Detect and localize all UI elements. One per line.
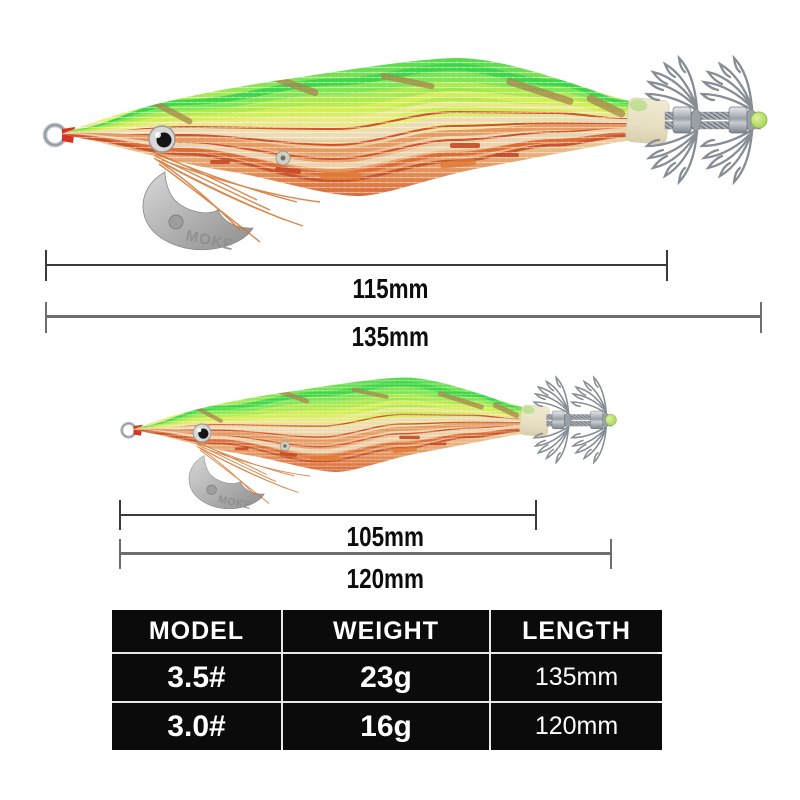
spec-table-header-weight: WEIGHT <box>283 610 489 652</box>
dimension-label: 115mm <box>352 273 428 304</box>
dimension-line <box>120 514 537 516</box>
spec-cell-weight: 16g <box>283 703 489 750</box>
spec-cell-weight: 23g <box>283 654 489 701</box>
spec-table: MODEL WEIGHT LENGTH 3.5# 23g 135mm 3.0# … <box>112 610 662 750</box>
dimension-label: 135mm <box>351 321 429 352</box>
squid-jig-small <box>115 372 616 512</box>
dimension-tick <box>535 500 537 530</box>
dimension-tick <box>119 539 121 569</box>
dimension-tick <box>119 500 121 530</box>
dimension-line <box>46 315 762 318</box>
spec-table-header-length: LENGTH <box>491 610 662 652</box>
dimension-tick <box>666 250 668 281</box>
dimension-tick <box>45 302 47 333</box>
dimension-tick <box>45 250 47 281</box>
spec-cell-model: 3.5# <box>112 654 281 701</box>
spec-cell-length: 135mm <box>491 654 662 701</box>
dimension-tick <box>610 539 612 569</box>
spec-cell-model: 3.0# <box>112 703 281 750</box>
spec-cell-length: 120mm <box>491 703 662 750</box>
dimension-line <box>46 264 668 266</box>
squid-jig-large <box>35 50 767 254</box>
dimension-tick <box>760 302 762 333</box>
spec-table-header-model: MODEL <box>112 610 281 652</box>
dimension-line <box>120 552 612 555</box>
dimension-label: 120mm <box>346 563 424 594</box>
dimension-label: 105mm <box>346 521 424 552</box>
